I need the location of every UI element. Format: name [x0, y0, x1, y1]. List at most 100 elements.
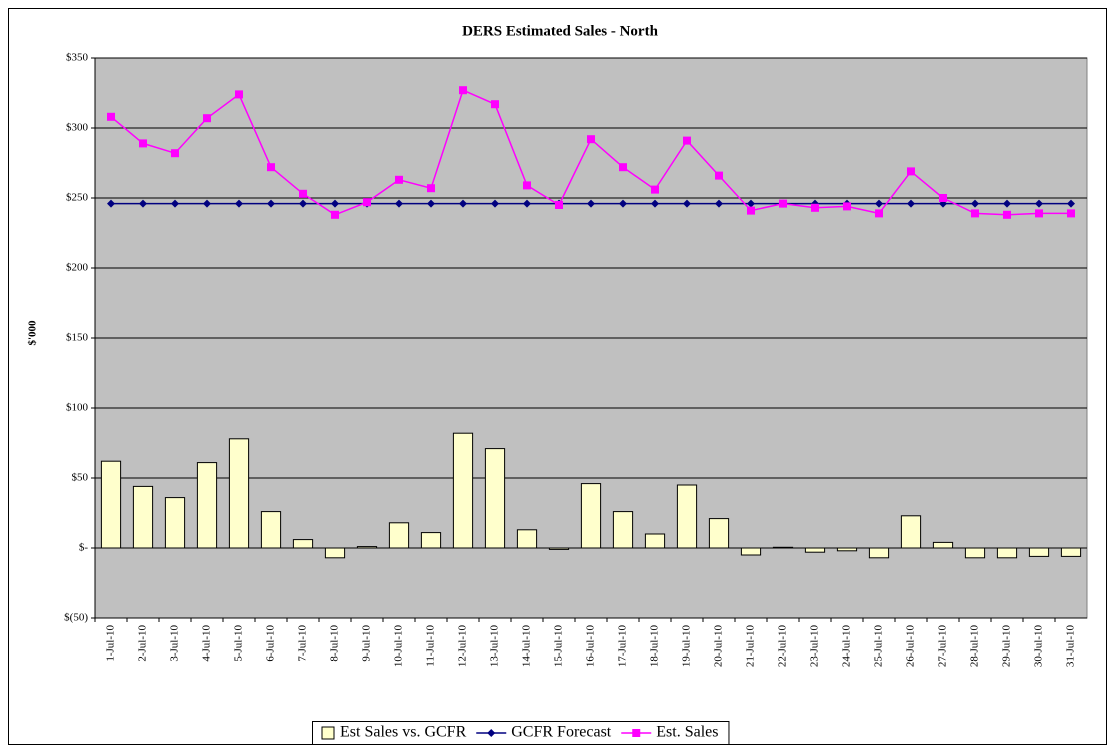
- y-tick-label: $50: [72, 472, 89, 484]
- x-tick-label: 28-Jul-10: [969, 625, 981, 668]
- bar: [580, 483, 602, 549]
- marker: [235, 90, 243, 99]
- marker: [811, 203, 819, 212]
- y-axis-title: $'000: [27, 320, 39, 346]
- marker: [107, 112, 115, 121]
- marker: [747, 199, 755, 208]
- x-tick-label: 31-Jul-10: [1065, 625, 1077, 668]
- legend-marker: [487, 729, 496, 737]
- marker: [363, 198, 371, 207]
- x-tick-label: 6-Jul-10: [265, 625, 277, 662]
- bar: [676, 484, 698, 549]
- x-tick-label: 10-Jul-10: [393, 625, 405, 668]
- marker: [235, 199, 243, 208]
- y-tick-label: $150: [66, 332, 89, 344]
- marker: [715, 199, 723, 208]
- marker: [331, 210, 339, 219]
- marker: [875, 199, 883, 208]
- marker: [843, 202, 851, 211]
- bar: [1060, 547, 1082, 557]
- x-tick-label: 27-Jul-10: [937, 625, 949, 668]
- marker: [555, 201, 563, 209]
- marker: [427, 199, 435, 208]
- x-tick-label: 22-Jul-10: [777, 625, 789, 668]
- bar: [644, 533, 666, 549]
- bar: [132, 485, 154, 549]
- y-tick-label: $-: [79, 542, 89, 554]
- marker: [459, 199, 467, 208]
- marker: [491, 199, 499, 208]
- bar: [484, 448, 506, 549]
- marker: [939, 194, 947, 202]
- x-tick-label: 25-Jul-10: [873, 625, 885, 668]
- marker: [683, 136, 691, 145]
- marker: [1035, 199, 1043, 208]
- x-tick-label: 8-Jul-10: [329, 625, 341, 662]
- bar: [1028, 547, 1050, 557]
- marker: [523, 199, 531, 208]
- x-tick-label: 20-Jul-10: [713, 625, 725, 668]
- marker: [299, 199, 307, 208]
- marker: [267, 199, 275, 208]
- bar: [836, 547, 858, 552]
- marker: [747, 206, 755, 215]
- y-tick-label: $200: [66, 262, 89, 274]
- x-tick-label: 30-Jul-10: [1033, 625, 1045, 668]
- bar: [260, 511, 282, 549]
- x-tick-label: 15-Jul-10: [553, 625, 565, 668]
- bar: [324, 547, 346, 559]
- bar: [740, 547, 762, 556]
- marker: [491, 100, 499, 109]
- y-tick-label: $100: [66, 402, 89, 414]
- marker: [395, 199, 403, 208]
- bar: [900, 515, 922, 549]
- marker: [619, 199, 627, 208]
- x-tick-label: 9-Jul-10: [361, 625, 373, 662]
- marker: [587, 135, 595, 144]
- marker: [395, 175, 403, 184]
- marker: [651, 199, 659, 208]
- bar: [516, 529, 538, 549]
- bar: [612, 511, 634, 549]
- x-tick-label: 18-Jul-10: [649, 625, 661, 668]
- x-tick-label: 16-Jul-10: [585, 625, 597, 668]
- marker: [107, 199, 115, 208]
- x-tick-label: 17-Jul-10: [617, 625, 629, 668]
- marker: [971, 199, 979, 208]
- bar: [804, 547, 826, 553]
- x-tick-label: 24-Jul-10: [841, 625, 853, 668]
- x-tick-label: 2-Jul-10: [137, 625, 149, 662]
- x-tick-label: 4-Jul-10: [201, 625, 213, 662]
- x-tick-label: 29-Jul-10: [1001, 625, 1013, 668]
- y-tick-label: $300: [66, 122, 89, 134]
- y-tick-label: $350: [66, 52, 89, 64]
- bar: [548, 547, 570, 550]
- legend-box: [312, 721, 730, 745]
- x-tick-label: 12-Jul-10: [457, 625, 469, 668]
- x-tick-label: 19-Jul-10: [681, 625, 693, 668]
- marker: [171, 199, 179, 208]
- x-tick-label: 26-Jul-10: [905, 625, 917, 668]
- x-tick-label: 13-Jul-10: [489, 625, 501, 668]
- marker: [779, 199, 787, 208]
- marker: [427, 184, 435, 193]
- marker: [715, 171, 723, 180]
- bar: [196, 462, 218, 549]
- marker: [267, 163, 275, 172]
- marker: [139, 199, 147, 208]
- marker: [1003, 210, 1011, 219]
- bar: [452, 432, 474, 549]
- y-tick-label: $(50): [64, 612, 88, 624]
- x-tick-label: 3-Jul-10: [169, 625, 181, 662]
- marker: [907, 199, 915, 208]
- x-tick-label: 5-Jul-10: [233, 625, 245, 662]
- marker: [299, 189, 307, 198]
- x-tick-label: 1-Jul-10: [105, 625, 117, 662]
- x-tick-label: 14-Jul-10: [521, 625, 533, 668]
- marker: [331, 199, 339, 208]
- bar: [772, 546, 794, 549]
- chart-title: DERS Estimated Sales - North: [462, 23, 658, 39]
- marker: [875, 209, 883, 218]
- legend: Est Sales vs. GCFR GCFR Forecast Est. Sale…: [312, 721, 730, 745]
